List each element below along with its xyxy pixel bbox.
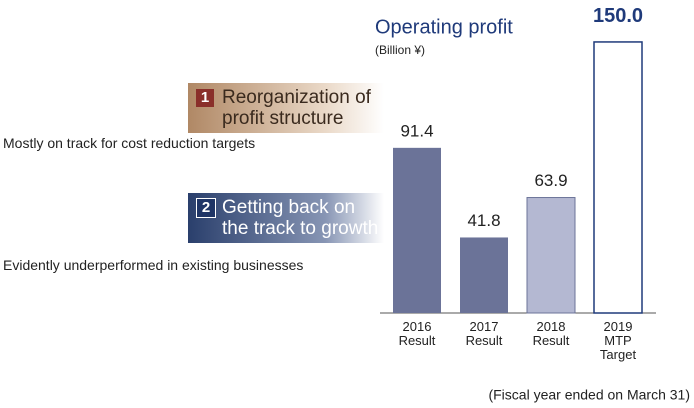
value-label: 150.0 bbox=[593, 5, 643, 27]
panel-title: Reorganization of profit structure bbox=[222, 87, 371, 129]
panel-heading: 2 Getting back on the track to growth bbox=[188, 193, 384, 243]
x-tick-label: 2016 Result bbox=[398, 319, 436, 348]
x-tick-label: 2018 Result bbox=[532, 319, 570, 348]
x-tick-label: 2019 MTP Target bbox=[599, 319, 637, 362]
chart-subtitle: (Billion ¥) bbox=[375, 43, 425, 57]
panel-text: Mostly on track for cost reduction targe… bbox=[3, 135, 256, 151]
bar bbox=[593, 41, 643, 314]
panel-text: Evidently underperformed in existing bus… bbox=[3, 257, 304, 273]
x-tick-label: 2017 Result bbox=[465, 319, 503, 348]
panel-title: Getting back on the track to growth bbox=[222, 197, 379, 239]
panel-heading: 1 Reorganization of profit structure bbox=[188, 83, 384, 133]
bar bbox=[460, 237, 508, 313]
panel-number: 1 bbox=[196, 89, 214, 107]
bar bbox=[526, 197, 576, 314]
footnote: (Fiscal year ended on March 31) bbox=[488, 387, 690, 403]
chart-title: Operating profit bbox=[375, 16, 513, 38]
value-label: 63.9 bbox=[534, 171, 567, 190]
bar bbox=[393, 147, 441, 313]
value-label: 91.4 bbox=[400, 121, 433, 140]
value-label: 41.8 bbox=[467, 211, 500, 230]
panel-number: 2 bbox=[196, 198, 216, 218]
